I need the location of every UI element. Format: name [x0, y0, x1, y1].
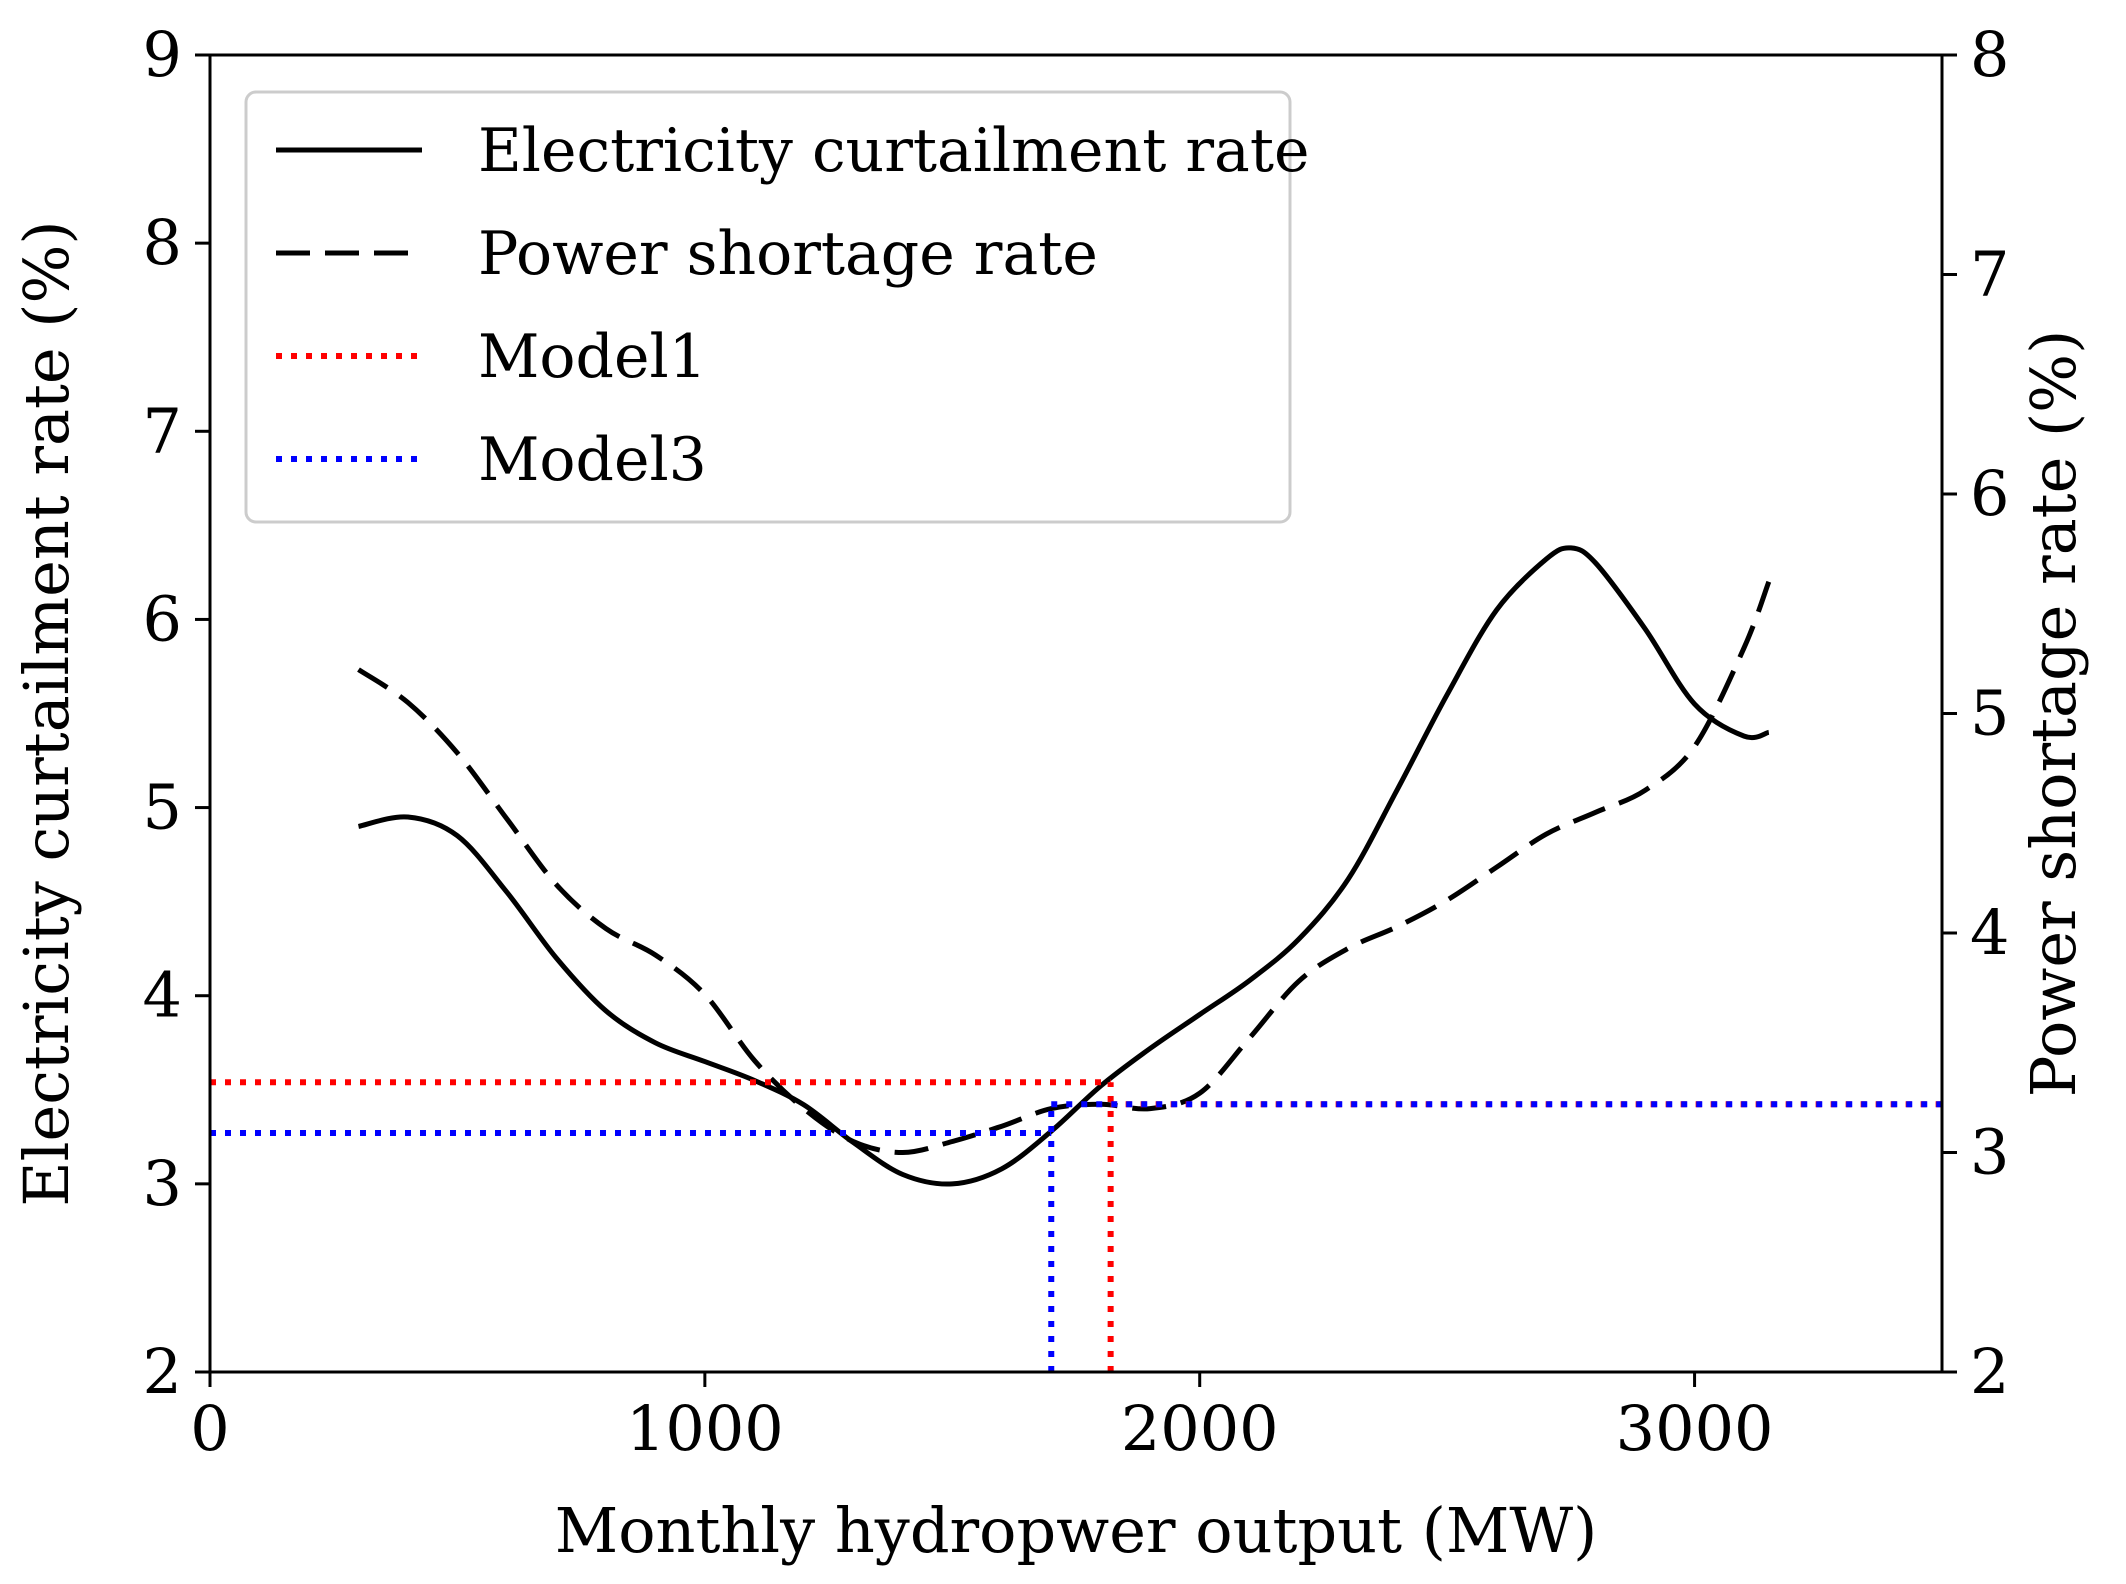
right-y-tick-label: 3 [1970, 1116, 2009, 1189]
legend-label-electricity-curtailment-rate: Electricity curtailment rate [478, 116, 1309, 186]
legend: Electricity curtailment rate Power shorta… [244, 90, 1309, 524]
right-y-tick-label: 6 [1970, 457, 2009, 530]
right-y-tick-label: 4 [1970, 896, 2009, 969]
x-tick-label: 1000 [626, 1392, 784, 1465]
left-y-tick-label: 5 [143, 771, 182, 844]
x-tick-label: 0 [190, 1392, 229, 1465]
axes: 0 1000 2000 3000 2 3 4 5 6 7 8 9 2 3 4 5 6 7 8 [143, 18, 2010, 1465]
right-y-tick-label: 2 [1970, 1335, 2009, 1408]
legend-label-power-shortage-rate: Power shortage rate [478, 219, 1098, 289]
left-y-tick-label: 7 [143, 394, 182, 467]
legend-box [244, 90, 1292, 524]
left-y-tick-label: 6 [143, 582, 182, 655]
left-y-tick-label: 2 [143, 1335, 182, 1408]
legend-label-model1: Model1 [478, 322, 707, 392]
left-y-tick-label: 9 [143, 18, 182, 91]
left-y-axis-title: Electricity curtailment rate (%) [10, 220, 83, 1206]
right-y-axis-title: Power shortage rate (%) [2017, 330, 2090, 1098]
left-y-tick-label: 3 [143, 1147, 182, 1220]
plot-area [210, 545, 1942, 1372]
right-y-tick-label: 8 [1970, 18, 2009, 91]
legend-label-model3: Model3 [478, 425, 707, 495]
left-y-tick-label: 4 [143, 959, 182, 1032]
right-y-tick-label: 5 [1970, 677, 2009, 750]
left-y-tick-label: 8 [143, 206, 182, 279]
right-y-tick-label: 7 [1970, 238, 2009, 311]
x-tick-label: 3000 [1616, 1392, 1774, 1465]
x-axis-title: Monthly hydropwer output (MW) [555, 1494, 1598, 1567]
power-shortage-rate-series-line [357, 580, 1772, 1155]
x-tick-label: 2000 [1121, 1392, 1279, 1465]
electricity-curtailment-rate-series-line [357, 545, 1770, 1187]
